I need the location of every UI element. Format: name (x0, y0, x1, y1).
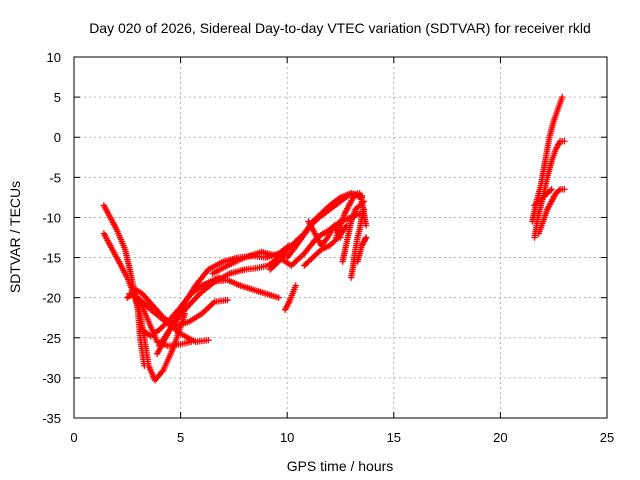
data-points (100, 93, 568, 384)
data-point (561, 186, 568, 193)
x-tick-label: 15 (387, 430, 401, 445)
x-tick-label: 20 (493, 430, 507, 445)
data-point (292, 282, 299, 289)
data-point (205, 336, 212, 344)
x-tick-label: 0 (70, 430, 77, 445)
y-tick-label: 5 (54, 90, 61, 105)
y-tick-label: -25 (42, 331, 61, 346)
x-tick-label: 10 (280, 430, 294, 445)
data-point (559, 93, 566, 101)
data-series-arc-12 (281, 282, 299, 313)
data-series-arc-19 (354, 234, 370, 265)
data-point (275, 294, 282, 301)
y-tick-label: -15 (42, 251, 61, 266)
data-point (352, 191, 360, 198)
y-tick-label: -30 (42, 371, 61, 386)
y-tick-label: -10 (42, 210, 61, 225)
x-axis-label: GPS time / hours (287, 458, 394, 474)
y-tick-label: 10 (47, 50, 61, 65)
chart-title: Day 020 of 2026, Sidereal Day-to-day VTE… (89, 20, 591, 36)
data-series-arc-23 (535, 186, 568, 237)
data-series-arc-9 (198, 276, 282, 301)
y-tick-label: -5 (49, 170, 61, 185)
data-point (362, 235, 369, 243)
y-tick-label: -20 (42, 291, 61, 306)
y-tick-label: 0 (54, 130, 61, 145)
y-tick-label: -35 (42, 411, 61, 426)
data-series-arc-5 (132, 286, 231, 329)
data-point (362, 234, 370, 241)
x-tick-label: 25 (600, 430, 614, 445)
y-axis-label: SDTVAR / TECUs (7, 181, 23, 293)
plot-frame (73, 56, 608, 419)
axes: 0 5 10 15 20 25 10 5 0 -5 -10 -15 -20 -25 -30 -35 (42, 50, 614, 445)
data-point (555, 187, 562, 194)
data-series-arc-20 (356, 190, 370, 229)
data-point (362, 222, 370, 229)
x-tick-label: 5 (177, 430, 184, 445)
data-point (546, 187, 554, 194)
data-point (561, 138, 568, 145)
data-series-arc-24 (531, 186, 555, 209)
data-point (548, 186, 555, 193)
data-point (224, 296, 231, 304)
